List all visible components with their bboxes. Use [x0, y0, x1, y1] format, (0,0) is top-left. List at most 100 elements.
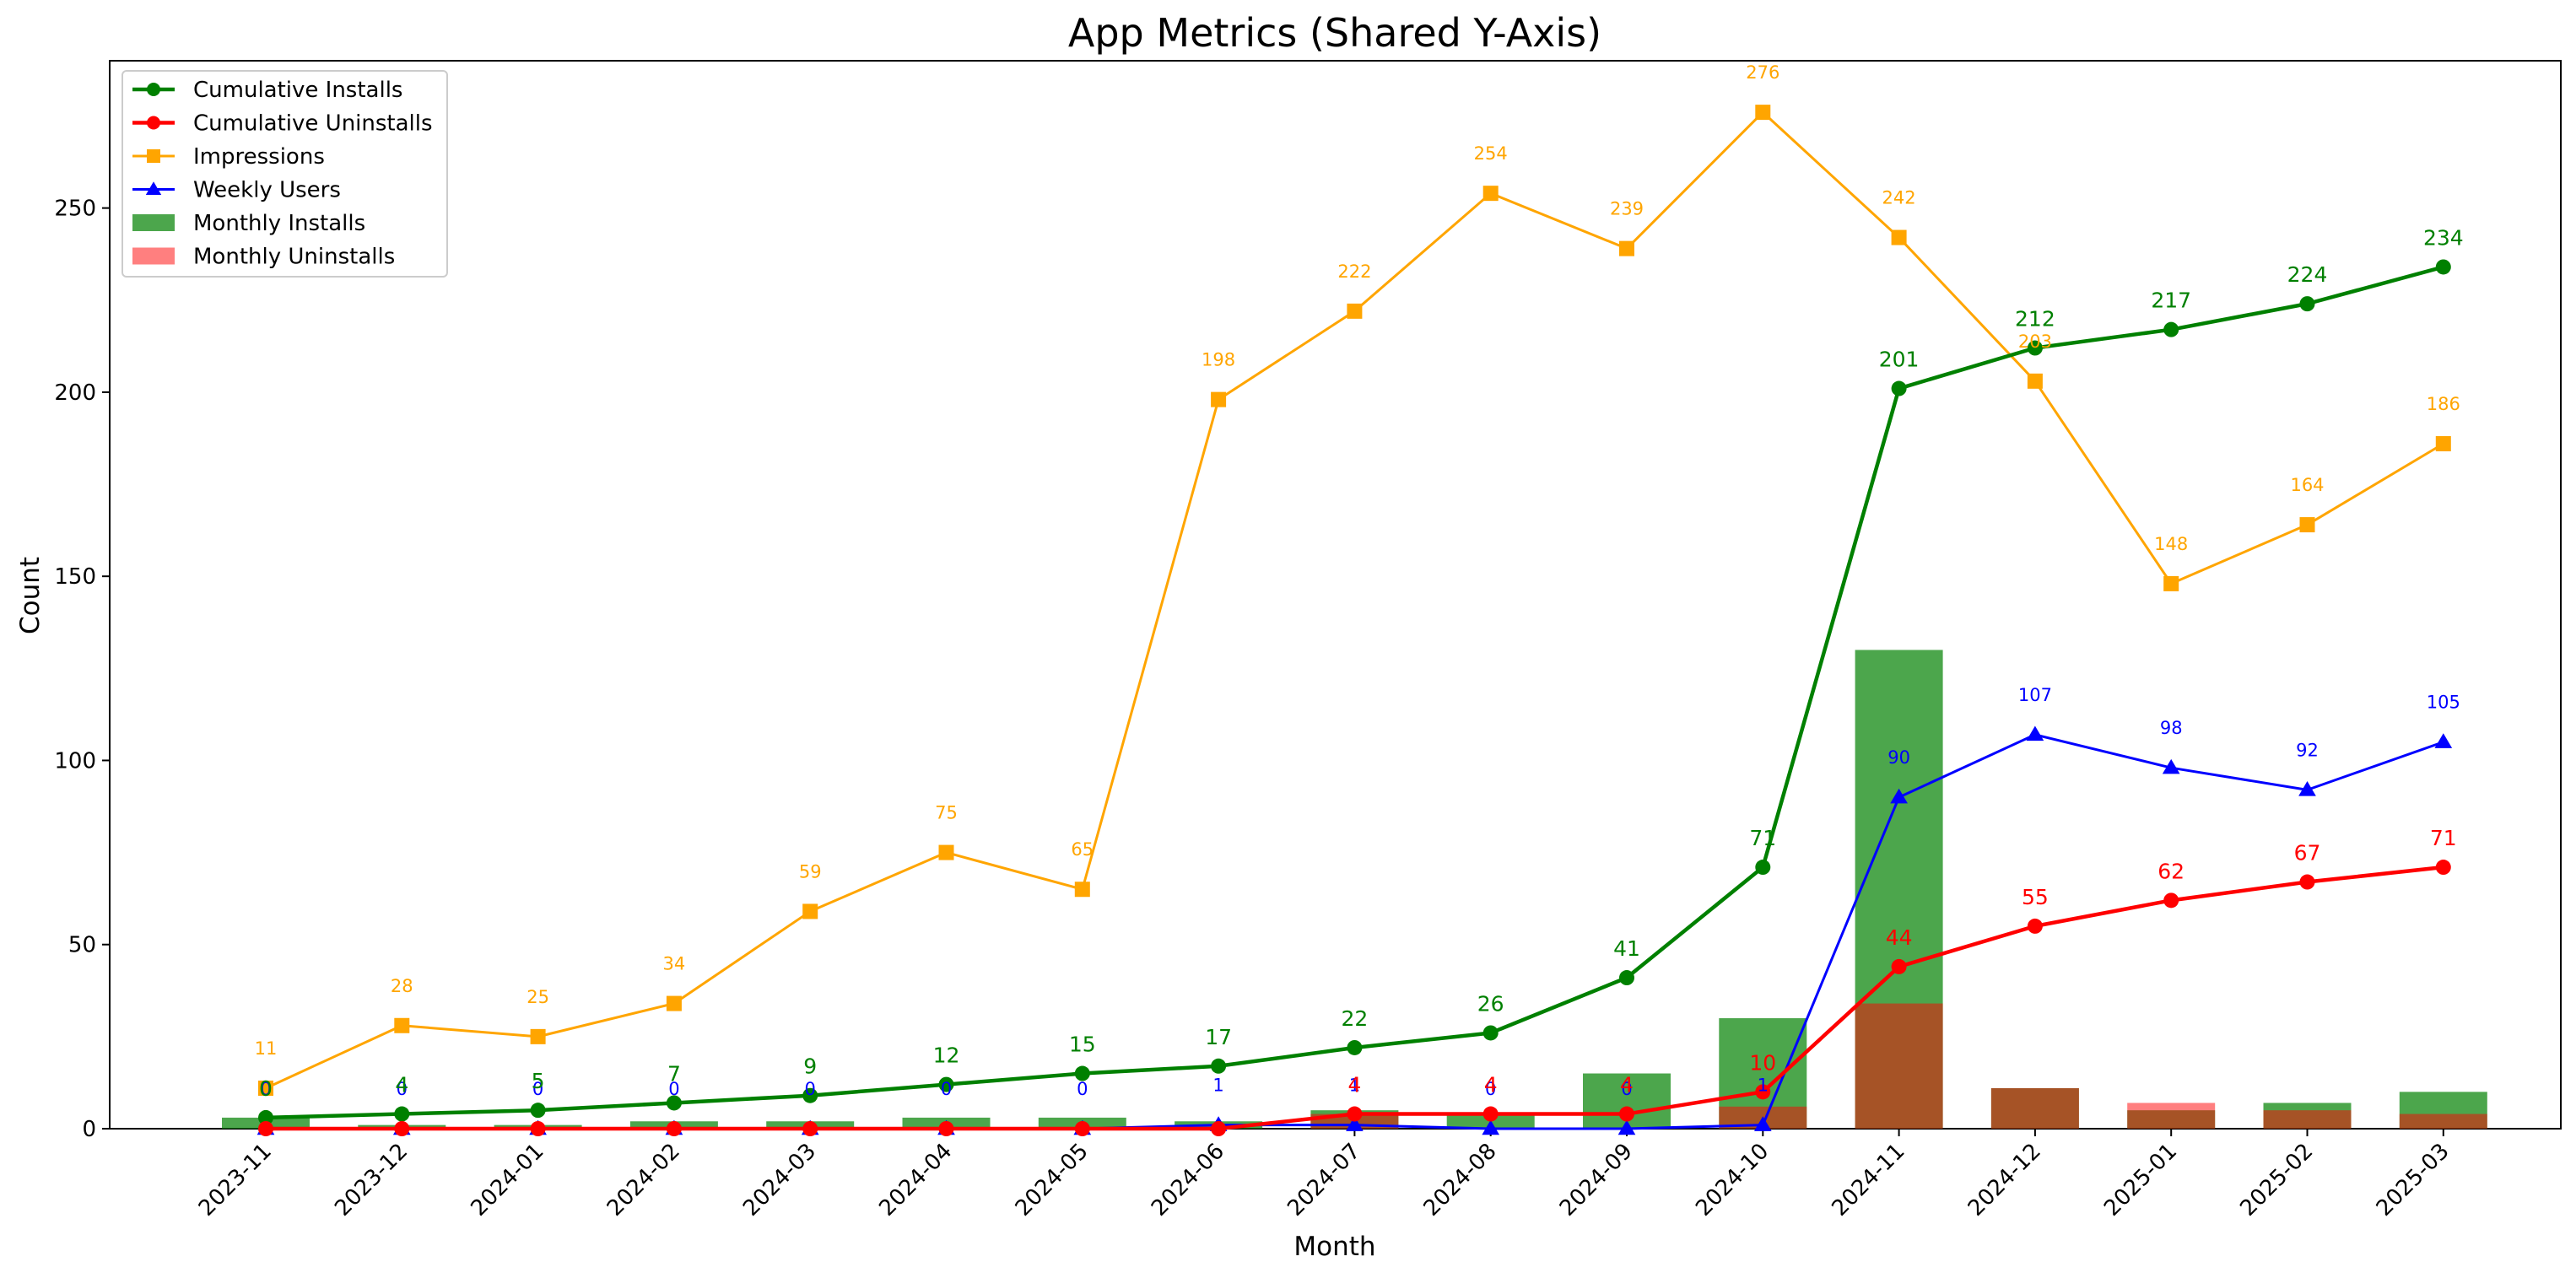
legend-label-monthly-installs: Monthly Installs	[193, 211, 365, 236]
marker-impressions	[1211, 391, 1227, 407]
x-tick-label: 2024-11	[1828, 1139, 1910, 1221]
marker-impressions	[2027, 373, 2043, 389]
data-label-cumulative-uninstalls: 4	[1484, 1073, 1498, 1097]
data-label-cumulative-installs: 212	[2015, 307, 2055, 332]
data-label-cumulative-installs: 9	[803, 1054, 817, 1079]
marker-cumulative-installs	[2163, 321, 2179, 337]
legend-label-monthly-uninstalls: Monthly Uninstalls	[193, 245, 395, 270]
data-label-cumulative-installs: 0	[259, 1076, 273, 1101]
marker-weekly-users	[2162, 758, 2180, 774]
marker-impressions	[1347, 303, 1363, 319]
marker-cumulative-uninstalls	[2435, 860, 2451, 876]
data-label-cumulative-installs: 7	[667, 1061, 681, 1086]
data-label-impressions: 222	[1337, 262, 1371, 282]
data-label-cumulative-installs: 234	[2423, 225, 2464, 250]
marker-impressions	[2163, 575, 2179, 591]
data-label-impressions: 75	[935, 803, 958, 823]
y-tick-label: 50	[68, 933, 96, 958]
x-tick-label: 2024-08	[1419, 1139, 1502, 1221]
data-label-weekly-users: 0	[260, 1079, 271, 1099]
marker-impressions	[258, 1080, 273, 1096]
marker-weekly-users	[1346, 1116, 1364, 1131]
data-label-impressions: 34	[663, 954, 686, 974]
data-label-cumulative-uninstalls: 4	[1620, 1073, 1634, 1097]
x-tick-label: 2024-10	[1691, 1139, 1774, 1221]
marker-cumulative-installs	[1347, 1039, 1363, 1055]
y-tick-label: 150	[54, 564, 96, 590]
marker-cumulative-uninstalls	[394, 1121, 410, 1136]
marker-weekly-users	[1482, 1119, 1500, 1135]
marker-impressions	[802, 903, 818, 919]
data-label-cumulative-uninstalls: 10	[1749, 1050, 1776, 1075]
bar-monthly-uninstalls	[2127, 1103, 2216, 1129]
data-label-cumulative-installs: 5	[532, 1069, 545, 1093]
legend-label-impressions: Impressions	[193, 144, 325, 170]
x-tick-label: 2025-01	[2099, 1139, 2182, 1221]
data-label-weekly-users: 1	[1758, 1076, 1769, 1096]
legend: Cumulative Installs Cumulative Uninstalls…	[122, 70, 448, 278]
data-label-weekly-users: 1	[1212, 1076, 1223, 1096]
marker-cumulative-installs	[1074, 1065, 1090, 1081]
data-label-cumulative-installs: 22	[1341, 1006, 1368, 1031]
data-label-weekly-users: 98	[2160, 718, 2183, 738]
marker-cumulative-uninstalls	[1891, 958, 1907, 974]
marker-cumulative-uninstalls	[666, 1121, 682, 1136]
legend-marker-weekly-users	[145, 181, 162, 195]
marker-cumulative-installs	[938, 1076, 954, 1092]
marker-cumulative-installs	[1482, 1025, 1499, 1041]
legend-label-cumulative-uninstalls: Cumulative Uninstalls	[193, 111, 433, 137]
y-tick-label: 0	[82, 1117, 96, 1142]
x-tick-label: 2023-11	[194, 1139, 277, 1221]
marker-cumulative-uninstalls	[2027, 918, 2043, 934]
data-label-weekly-users: 0	[1621, 1079, 1632, 1099]
marker-impressions	[1891, 229, 1907, 245]
marker-cumulative-uninstalls	[1211, 1121, 1227, 1136]
data-label-cumulative-installs: 12	[933, 1043, 960, 1068]
marker-impressions	[938, 844, 954, 860]
marker-weekly-users	[1890, 788, 1908, 804]
data-label-cumulative-uninstalls: 71	[2430, 826, 2457, 850]
marker-cumulative-installs	[258, 1109, 273, 1125]
data-label-cumulative-installs: 4	[395, 1073, 408, 1097]
marker-cumulative-installs	[2435, 259, 2451, 275]
marker-cumulative-installs	[1891, 380, 1907, 396]
marker-impressions	[1482, 186, 1499, 202]
data-label-impressions: 198	[1202, 350, 1235, 370]
data-label-impressions: 242	[1882, 188, 1916, 208]
legend-label-cumulative-installs: Cumulative Installs	[193, 78, 402, 103]
marker-cumulative-uninstalls	[1347, 1106, 1363, 1122]
data-label-impressions: 65	[1071, 839, 1094, 860]
marker-cumulative-uninstalls	[2299, 874, 2315, 890]
bar-monthly-uninstalls	[1990, 1087, 2079, 1129]
marker-impressions	[1755, 105, 1771, 121]
marker-cumulative-uninstalls	[1619, 1106, 1634, 1122]
data-label-impressions: 11	[255, 1038, 278, 1059]
data-label-impressions: 28	[391, 976, 413, 996]
data-label-cumulative-uninstalls: 4	[1347, 1073, 1361, 1097]
data-label-cumulative-installs: 41	[1613, 936, 1640, 961]
marker-cumulative-installs	[2027, 340, 2043, 356]
marker-impressions	[666, 995, 682, 1011]
data-label-weekly-users: 0	[1485, 1079, 1496, 1099]
marker-weekly-users	[2434, 733, 2453, 748]
data-label-cumulative-installs: 71	[1749, 826, 1776, 850]
data-label-cumulative-installs: 17	[1205, 1025, 1232, 1049]
data-label-weekly-users: 0	[668, 1079, 679, 1099]
legend-swatch-monthly-uninstalls	[132, 247, 175, 265]
chart-title: App Metrics (Shared Y-Axis)	[1068, 10, 1601, 56]
marker-cumulative-installs	[666, 1095, 682, 1111]
marker-cumulative-uninstalls	[938, 1121, 954, 1136]
marker-impressions	[394, 1017, 410, 1033]
x-tick-label: 2024-07	[1283, 1139, 1365, 1221]
marker-cumulative-installs	[2299, 296, 2315, 312]
x-tick-label: 2024-01	[467, 1139, 549, 1221]
x-tick-label: 2024-04	[874, 1139, 957, 1221]
legend-label-weekly-users: Weekly Users	[193, 178, 341, 203]
y-tick-label: 100	[54, 748, 96, 774]
x-axis-title: Month	[1293, 1232, 1375, 1262]
x-tick-label: 2025-02	[2235, 1139, 2318, 1221]
marker-weekly-users	[1753, 1116, 1772, 1131]
marker-cumulative-uninstalls	[1074, 1121, 1090, 1136]
data-label-cumulative-installs: 15	[1069, 1033, 1096, 1057]
